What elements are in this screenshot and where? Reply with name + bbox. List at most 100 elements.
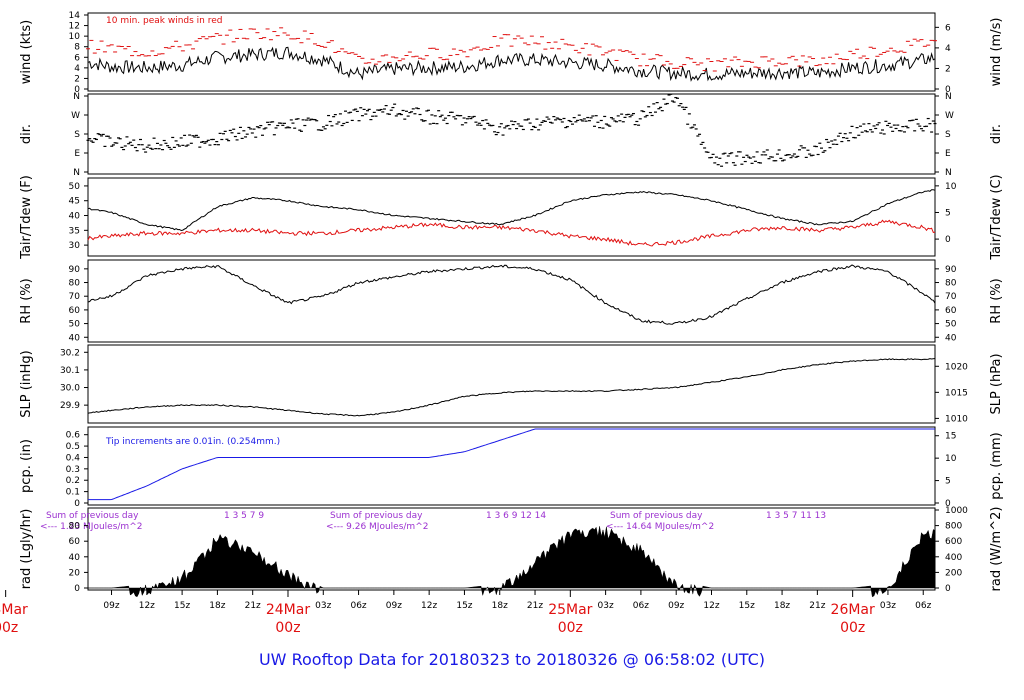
- y-tick-label-left: 40: [69, 212, 81, 222]
- y-tick-label-left: S: [74, 130, 80, 140]
- radiation-area: [88, 526, 936, 598]
- pcp-pcp-line: [88, 428, 935, 501]
- x-day-hour: 00z: [0, 620, 18, 636]
- y-tick-label-left: 0.6: [66, 431, 81, 441]
- y-tick-label-left: 2: [74, 74, 80, 84]
- ylabel-temp-left: Tair/Tdew (F): [19, 175, 34, 260]
- panel-rh-frame: [87, 259, 936, 343]
- y-tick-label-right: 4: [945, 44, 951, 54]
- y-tick-label-left: 70: [69, 292, 81, 302]
- y-tick-label-left: 80: [69, 279, 81, 289]
- x-tick-label: 06z: [350, 601, 366, 611]
- y-tick-label-right: 1010: [945, 414, 968, 424]
- x-tick-label: 03z: [315, 601, 331, 611]
- y-tick-label-right: 10: [945, 182, 957, 192]
- y-tick-label-right: 200: [945, 568, 962, 578]
- x-tick-label: 09z: [668, 601, 684, 611]
- x-tick-label: 12z: [703, 601, 719, 611]
- y-tick-label-right: 1020: [945, 362, 968, 372]
- y-tick-label-right: 1015: [945, 388, 968, 398]
- ylabel-wind-right: wind (m/s): [989, 18, 1004, 87]
- y-tick-label-right: N: [945, 168, 952, 178]
- x-day-date: 25Mar: [548, 602, 592, 618]
- x-day-hour: 00z: [558, 620, 583, 636]
- x-tick-label: 06z: [915, 601, 931, 611]
- ylabel-rad-left: rad (Lgly/hr): [19, 509, 34, 590]
- y-tick-label-right: W: [945, 111, 954, 121]
- y-tick-label-right: 0: [945, 584, 951, 594]
- y-tick-label-left: 4: [74, 64, 80, 74]
- y-tick-label-left: 0: [74, 584, 80, 594]
- rad-note-2a: Sum of previous day: [330, 511, 423, 521]
- y-tick-label-right: 15: [945, 432, 956, 442]
- temp-Tdew-line: [87, 219, 936, 247]
- ylabel-temp-right: Tair/Tdew (C): [989, 174, 1004, 260]
- temp-Tair-line: [87, 189, 936, 232]
- y-tick-label-right: 2: [945, 64, 951, 74]
- ylabel-pcp-right: pcp. (mm): [989, 432, 1004, 499]
- ylabel-pcp-left: pcp. (in): [19, 439, 34, 493]
- ylabel-dir-right: dir.: [989, 124, 1004, 144]
- y-tick-label-left: 30.1: [60, 366, 80, 376]
- y-tick-label-left: 8: [74, 43, 80, 53]
- y-tick-label-right: S: [945, 130, 951, 140]
- ylabel-slp-left: SLP (inHg): [19, 350, 34, 418]
- x-tick-label: 06z: [633, 601, 649, 611]
- y-tick-label-left: 29.9: [60, 401, 80, 411]
- y-tick-label-left: 0.3: [66, 465, 80, 475]
- slp-SLP-line: [87, 358, 936, 417]
- y-tick-label-left: 45: [69, 197, 80, 207]
- y-tick-label-right: 90: [945, 265, 957, 275]
- y-tick-label-left: 40: [69, 333, 81, 343]
- pcp-annotation: Tip increments are 0.01in. (0.254mm.): [105, 437, 280, 447]
- y-tick-label-right: 0: [945, 499, 951, 509]
- y-tick-label-right: 1000: [945, 506, 968, 516]
- y-tick-label-left: W: [71, 111, 80, 121]
- y-tick-label-right: 0: [945, 235, 951, 245]
- rad-hours-day2: 1 3 6 9 12 14: [486, 511, 546, 521]
- panel-dir-frame: [87, 93, 936, 175]
- y-tick-label-right: 0: [945, 85, 951, 95]
- y-tick-label-right: 60: [945, 306, 957, 316]
- wind-wind-line: [87, 46, 936, 82]
- y-tick-label-left: 80: [69, 522, 81, 532]
- y-tick-label-left: E: [74, 149, 80, 159]
- y-tick-label-right: 80: [945, 279, 957, 289]
- y-tick-label-left: 60: [69, 306, 81, 316]
- x-tick-label: 21z: [527, 601, 543, 611]
- ylabel-slp-right: SLP (hPa): [989, 353, 1004, 414]
- y-tick-label-left: 30.0: [60, 384, 80, 394]
- y-tick-label-left: 50: [69, 182, 81, 192]
- x-tick-label: 18z: [492, 601, 508, 611]
- y-tick-label-left: 14: [69, 11, 81, 21]
- y-tick-label-right: 70: [945, 292, 957, 302]
- x-tick-label: 03z: [598, 601, 614, 611]
- x-tick-label: 21z: [809, 601, 825, 611]
- y-tick-label-left: 20: [69, 568, 81, 578]
- y-tick-label-left: 35: [69, 226, 80, 236]
- ylabel-rh-right: RH (%): [989, 278, 1004, 323]
- x-tick-label: 18z: [209, 601, 225, 611]
- y-tick-label-left: 10: [69, 32, 81, 42]
- y-tick-label-right: 40: [945, 333, 957, 343]
- x-day-date: 23Mar: [0, 602, 28, 618]
- y-tick-label-right: 50: [945, 320, 957, 330]
- y-tick-label-right: 800: [945, 522, 962, 532]
- x-tick-label: 03z: [880, 601, 896, 611]
- y-tick-label-left: 60: [69, 537, 81, 547]
- y-tick-label-left: 30.2: [60, 348, 80, 358]
- rad-hours-day3: 1 3 5 7 11 13: [766, 511, 826, 521]
- x-tick-label: 12z: [139, 601, 155, 611]
- y-tick-label-left: 50: [69, 320, 81, 330]
- y-tick-label-left: 0: [74, 499, 80, 509]
- x-day-date: 24Mar: [266, 602, 310, 618]
- y-tick-label-left: 90: [69, 265, 81, 275]
- x-day-hour: 00z: [840, 620, 865, 636]
- x-tick-label: 15z: [456, 601, 472, 611]
- x-tick-label: 09z: [386, 601, 402, 611]
- y-tick-label-right: 400: [945, 553, 962, 563]
- y-tick-label-right: 6: [945, 23, 951, 33]
- y-tick-label-left: 30: [69, 241, 81, 251]
